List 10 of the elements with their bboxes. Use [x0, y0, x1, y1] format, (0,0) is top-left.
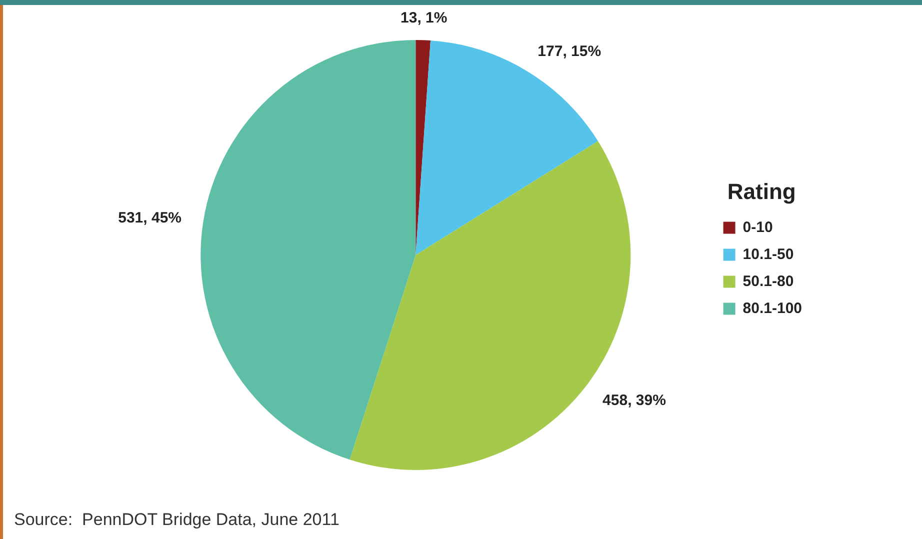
legend-title: Rating: [727, 178, 796, 204]
legend-label: 0-10: [742, 218, 773, 236]
data-label: 531, 45%: [118, 209, 182, 226]
source-note: Source: PennDOT Bridge Data, June 2011: [14, 510, 340, 530]
legend-label: 50.1-80: [742, 272, 794, 290]
data-label: 458, 39%: [602, 392, 666, 409]
legend-label: 10.1-50: [742, 246, 794, 263]
data-label: 13, 1%: [400, 9, 448, 26]
data-label: 177, 15%: [538, 42, 602, 60]
legend-label: 80.1-100: [742, 300, 802, 317]
